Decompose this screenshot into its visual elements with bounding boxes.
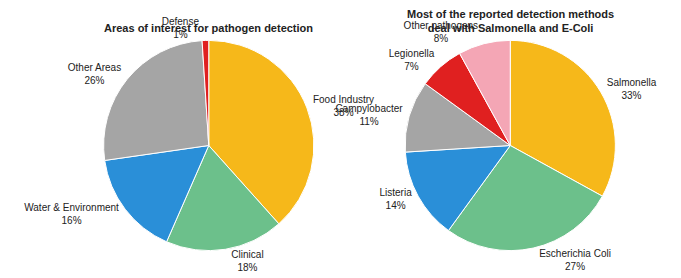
svg-text:Other pathogens8%: Other pathogens8%	[404, 20, 479, 44]
svg-text:Legionella7%: Legionella7%	[389, 48, 435, 72]
svg-text:Water & Environment16%: Water & Environment16%	[24, 202, 119, 226]
svg-text:Escherichia Coli27%: Escherichia Coli27%	[539, 248, 611, 272]
svg-text:Food Industry38%: Food Industry38%	[313, 94, 374, 118]
svg-text:Listeria14%: Listeria14%	[379, 187, 412, 211]
svg-text:Defense1%: Defense1%	[162, 16, 200, 40]
svg-text:Campylobacter11%: Campylobacter11%	[335, 103, 403, 127]
svg-text:Salmonella33%: Salmonella33%	[607, 77, 657, 101]
svg-text:Areas of interest for pathogen: Areas of interest for pathogen detection	[104, 22, 313, 34]
svg-text:Other Areas26%: Other Areas26%	[68, 62, 121, 86]
svg-text:Most of the reported detection: Most of the reported detection methodsde…	[407, 8, 614, 34]
svg-text:Clinical18%: Clinical18%	[231, 249, 263, 273]
